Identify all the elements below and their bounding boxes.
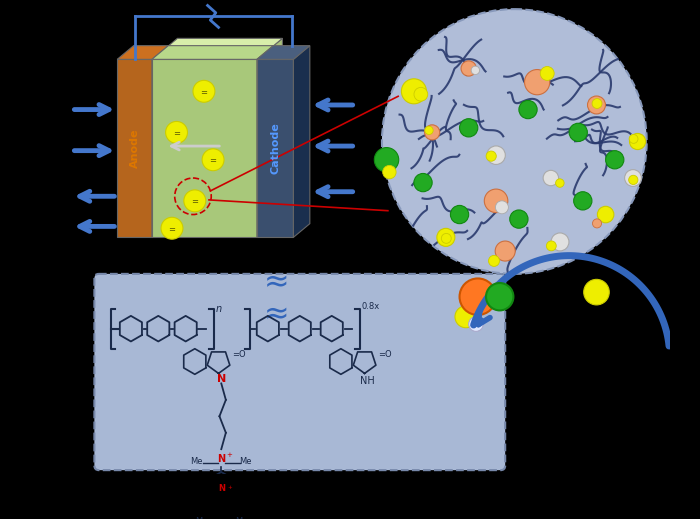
Circle shape <box>425 125 440 140</box>
Circle shape <box>460 119 478 137</box>
Circle shape <box>587 96 606 114</box>
FancyBboxPatch shape <box>94 274 505 470</box>
Text: Me: Me <box>239 457 252 466</box>
Polygon shape <box>152 46 273 59</box>
Circle shape <box>414 87 428 101</box>
Circle shape <box>166 121 188 143</box>
Text: N: N <box>217 374 226 384</box>
Polygon shape <box>266 38 282 230</box>
Polygon shape <box>161 38 282 52</box>
Circle shape <box>556 179 564 187</box>
Circle shape <box>489 255 500 266</box>
Circle shape <box>629 175 638 184</box>
Text: =: = <box>200 88 207 97</box>
Text: =O: =O <box>232 350 246 359</box>
Text: Anode: Anode <box>130 129 139 168</box>
Circle shape <box>629 133 645 149</box>
Circle shape <box>193 80 215 102</box>
Polygon shape <box>293 46 310 237</box>
Circle shape <box>469 317 483 332</box>
Text: 0.8x: 0.8x <box>362 302 380 310</box>
Text: N: N <box>218 484 225 493</box>
Polygon shape <box>152 46 168 237</box>
Polygon shape <box>152 59 257 237</box>
Circle shape <box>401 79 426 104</box>
Circle shape <box>496 201 508 214</box>
Circle shape <box>461 61 476 76</box>
Circle shape <box>441 234 452 243</box>
Circle shape <box>471 66 480 75</box>
Circle shape <box>450 206 469 224</box>
Circle shape <box>592 219 601 228</box>
Text: =: = <box>169 225 176 234</box>
Text: +: + <box>228 485 232 490</box>
Circle shape <box>547 241 556 251</box>
Circle shape <box>161 217 183 239</box>
Circle shape <box>184 190 206 212</box>
Circle shape <box>383 166 396 179</box>
Polygon shape <box>257 46 273 237</box>
Circle shape <box>519 100 537 119</box>
Circle shape <box>629 134 638 143</box>
Circle shape <box>486 146 505 165</box>
Text: N: N <box>217 454 225 463</box>
Text: n: n <box>216 304 222 314</box>
Text: =: = <box>209 156 216 165</box>
Polygon shape <box>257 46 310 59</box>
Text: =O: =O <box>378 350 392 359</box>
Circle shape <box>382 9 647 274</box>
Text: Me: Me <box>235 517 248 519</box>
Polygon shape <box>161 52 266 230</box>
Text: =: = <box>173 129 180 138</box>
Circle shape <box>374 147 399 172</box>
Circle shape <box>437 228 455 247</box>
Circle shape <box>486 151 496 161</box>
Text: Me: Me <box>195 517 208 519</box>
Circle shape <box>524 70 550 95</box>
Polygon shape <box>117 46 168 59</box>
Circle shape <box>495 241 515 261</box>
Circle shape <box>202 149 224 171</box>
Text: +: + <box>227 452 232 458</box>
Polygon shape <box>257 59 293 237</box>
Circle shape <box>510 210 528 228</box>
Circle shape <box>606 151 624 169</box>
Text: =: = <box>191 197 198 206</box>
Circle shape <box>455 306 477 327</box>
Circle shape <box>484 189 508 213</box>
Circle shape <box>574 192 592 210</box>
Circle shape <box>486 283 513 310</box>
Circle shape <box>414 173 432 192</box>
Circle shape <box>592 99 602 108</box>
Circle shape <box>569 123 587 142</box>
Text: Me: Me <box>190 457 203 466</box>
Circle shape <box>584 279 609 305</box>
Circle shape <box>460 278 496 315</box>
Text: Cathode: Cathode <box>270 122 280 174</box>
Text: ≈: ≈ <box>264 268 290 297</box>
Circle shape <box>543 170 559 186</box>
Circle shape <box>551 233 569 251</box>
Circle shape <box>624 170 641 186</box>
Text: ≈: ≈ <box>264 301 290 330</box>
Circle shape <box>425 126 433 134</box>
Polygon shape <box>117 59 152 237</box>
Circle shape <box>540 66 554 80</box>
Text: NH: NH <box>360 376 374 386</box>
Circle shape <box>597 206 614 223</box>
